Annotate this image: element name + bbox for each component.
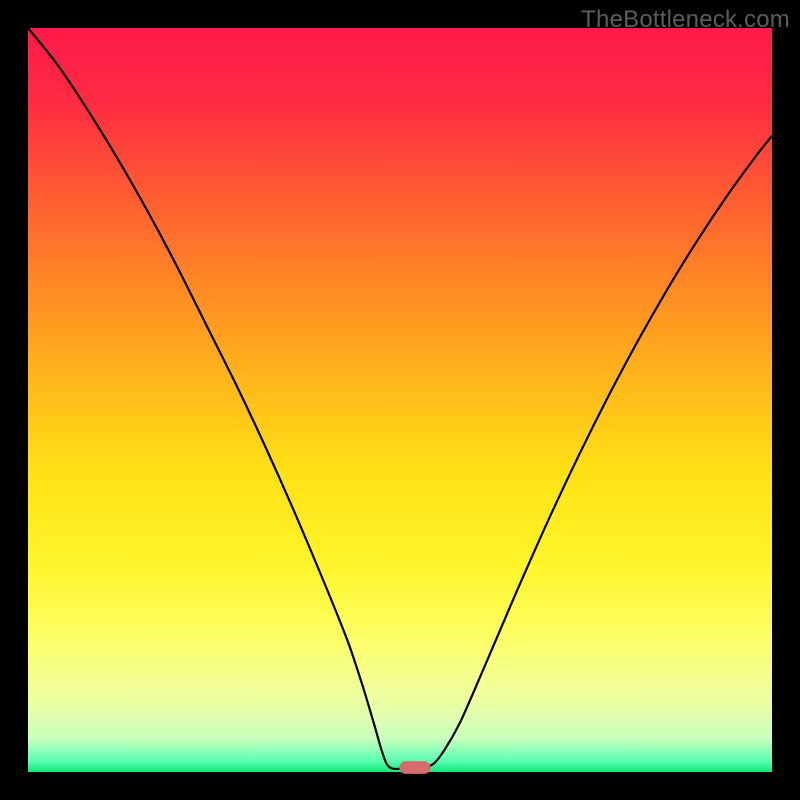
plot-background bbox=[28, 28, 772, 772]
watermark-label: TheBottleneck.com bbox=[581, 6, 790, 34]
optimum-marker bbox=[399, 761, 430, 774]
chart-container: TheBottleneck.com bbox=[0, 0, 800, 800]
bottleneck-chart bbox=[0, 0, 800, 800]
